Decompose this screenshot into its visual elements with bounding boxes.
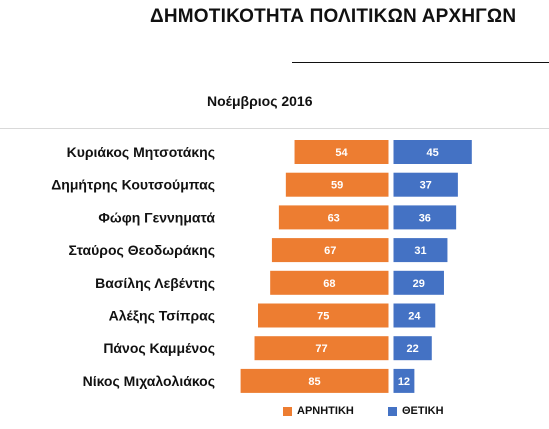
bar-negative — [278, 205, 389, 230]
legend-swatch-positive — [388, 406, 397, 416]
data-label-positive: 12 — [398, 376, 410, 388]
data-label-negative: 77 — [315, 343, 327, 355]
title-underline — [292, 62, 549, 63]
data-label-positive: 45 — [427, 147, 439, 159]
data-label-negative: 63 — [328, 212, 340, 224]
category-label: Αλέξης Τσίπρας — [109, 308, 215, 324]
legend-item-negative: ΑΡΝΗΤΙΚΗ — [283, 405, 354, 417]
bar-positive — [393, 140, 472, 164]
chart-subtitle: Νοέμβριος 2016 — [207, 93, 313, 109]
bar-negative — [254, 336, 389, 361]
plot-area — [0, 128, 549, 429]
bar-negative — [271, 238, 389, 263]
bar-positive — [393, 368, 415, 393]
bar-positive — [393, 303, 436, 328]
data-label-positive: 24 — [408, 311, 421, 323]
bar-negative — [294, 140, 389, 164]
legend-swatch-negative — [283, 406, 292, 416]
bar-positive — [393, 270, 444, 295]
bar-negative — [258, 303, 389, 328]
data-label-positive: 31 — [414, 245, 426, 257]
chart-title: ΔΗΜΟΤΙΚΟΤΗΤΑ ΠΟΛΙΤΙΚΩΝ ΑΡΧΗΓΩΝ — [150, 6, 517, 27]
data-label-positive: 37 — [420, 180, 432, 192]
bar-positive — [393, 336, 432, 361]
bar-negative — [270, 270, 389, 295]
data-label-negative: 68 — [323, 278, 335, 290]
data-label-negative: 85 — [308, 376, 320, 388]
category-label: Νίκος Μιχαλολιάκος — [83, 373, 215, 389]
bar-positive — [393, 238, 448, 263]
data-label-positive: 36 — [419, 212, 431, 224]
category-label: Σταύρος Θεοδωράκης — [69, 242, 215, 258]
data-label-negative: 59 — [331, 180, 343, 192]
legend: ΑΡΝΗΤΙΚΗ ΘΕΤΙΚΗ — [0, 405, 549, 423]
category-label: Βασίλης Λεβέντης — [95, 275, 215, 291]
legend-label-positive: ΘΕΤΙΚΗ — [402, 405, 444, 417]
bar-negative — [240, 368, 389, 393]
data-label-negative: 75 — [317, 311, 329, 323]
data-label-negative: 54 — [335, 147, 348, 159]
data-label-positive: 22 — [407, 343, 419, 355]
legend-label-negative: ΑΡΝΗΤΙΚΗ — [297, 405, 354, 417]
category-label: Φώφη Γεννηματά — [98, 209, 215, 225]
bar-negative — [285, 172, 389, 197]
legend-item-positive: ΘΕΤΙΚΗ — [388, 405, 444, 417]
data-label-negative: 67 — [324, 245, 336, 257]
bar-positive — [393, 205, 457, 230]
bar-positive — [393, 172, 458, 197]
category-label: Κυριάκος Μητσοτάκης — [67, 144, 215, 160]
category-label: Δημήτρης Κουτσούμπας — [51, 177, 215, 193]
data-label-positive: 29 — [413, 278, 425, 290]
category-label: Πάνος Καμμένος — [103, 340, 215, 356]
